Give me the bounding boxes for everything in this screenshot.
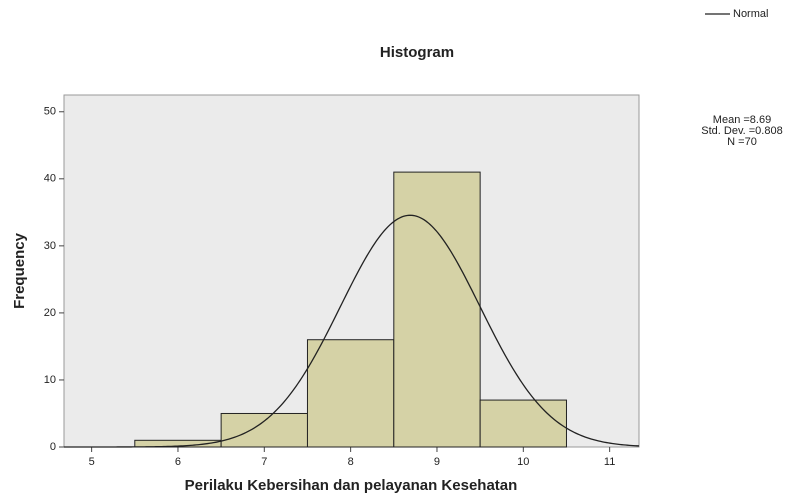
- y-tick-label: 40: [44, 173, 56, 185]
- n-label: N =70: [727, 136, 757, 148]
- y-tick-label: 10: [44, 374, 56, 386]
- legend-label: Normal: [733, 8, 768, 20]
- bar: [480, 400, 566, 447]
- x-tick-label: 7: [261, 456, 267, 468]
- y-tick-label: 0: [50, 441, 56, 453]
- y-tick-label: 50: [44, 106, 56, 118]
- y-tick-label: 30: [44, 240, 56, 252]
- x-tick-label: 6: [175, 456, 181, 468]
- y-tick-label: 20: [44, 307, 56, 319]
- x-tick-label: 11: [604, 456, 615, 468]
- x-axis-label: Perilaku Kebersihan dan pelayanan Keseha…: [185, 477, 518, 494]
- bar: [394, 172, 480, 447]
- x-tick-label: 10: [517, 456, 529, 468]
- chart-title: Histogram: [380, 44, 454, 61]
- chart: Histogram Perilaku Kebersihan dan pelaya…: [0, 0, 798, 497]
- page: Histogram Perilaku Kebersihan dan pelaya…: [0, 0, 798, 497]
- x-tick-label: 5: [89, 456, 95, 468]
- y-axis-label: Frequency: [11, 232, 28, 309]
- bar: [307, 340, 393, 447]
- x-tick-label: 8: [348, 456, 354, 468]
- x-tick-label: 9: [434, 456, 440, 468]
- bar: [221, 413, 307, 447]
